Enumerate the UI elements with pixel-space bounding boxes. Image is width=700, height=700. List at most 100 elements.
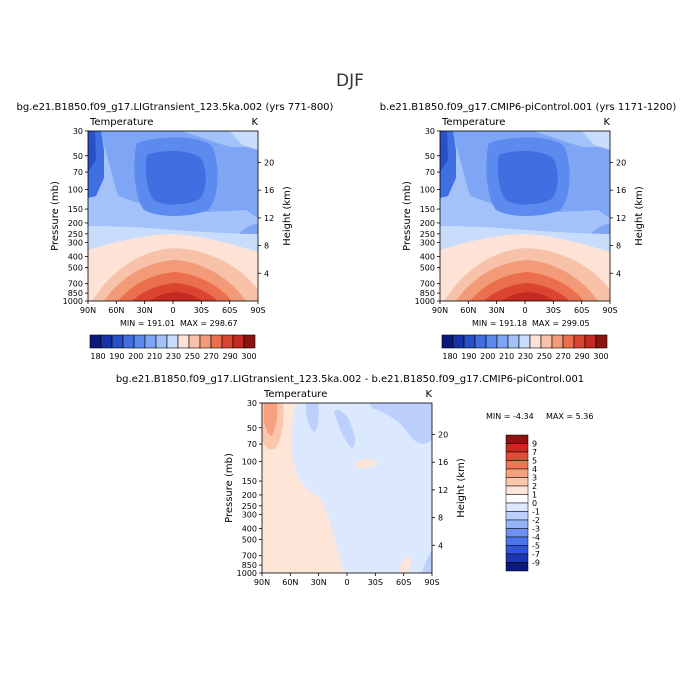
- panel-right-colorbar-label: 200: [480, 352, 495, 361]
- panel-right-xtick-label: 30N: [489, 306, 505, 315]
- panel-right-colorbar-label: 210: [499, 352, 514, 361]
- panel-diff-colorbar-swatch: [505, 553, 529, 563]
- panel-left-height-tick-label: 8: [264, 242, 269, 251]
- panel-left-xtick-label: 30N: [137, 306, 153, 315]
- panel-right-colorbar-swatch: [540, 334, 553, 349]
- panel-diff-ytick-label: 30: [247, 399, 257, 408]
- panel-diff-xtick-label: 90S: [424, 578, 439, 587]
- panel-right-xtick-label: 90N: [432, 306, 448, 315]
- panel-right-ylabel: Pressure (mb): [402, 181, 413, 251]
- panel-right-ytick-label: 1000: [415, 297, 435, 306]
- panel-left-colorbar-swatch: [122, 334, 135, 349]
- panel-left-field-plot: [88, 131, 258, 301]
- panel-right-height-tick-label: 12: [616, 214, 626, 223]
- panel-right-colorbar-swatch: [507, 334, 520, 349]
- panel-right-field: Temperature: [441, 117, 505, 128]
- panel-right-colorbar-label: 270: [556, 352, 571, 361]
- panel-diff-ytick-label: 250: [242, 502, 257, 511]
- panel-right-colorbar-swatch: [584, 334, 597, 349]
- panel-right-colorbar-swatch: [485, 334, 498, 349]
- panel-diff-colorbar-label: 4: [532, 465, 537, 474]
- panel-diff-ytick-label: 700: [242, 552, 257, 561]
- panel-left-ytick-label: 150: [68, 205, 83, 214]
- panel-left-ylabel-right: Height (km): [282, 186, 293, 246]
- panel-diff-ytick-label: 1000: [237, 569, 257, 578]
- panel-left-ytick-label: 700: [68, 280, 83, 289]
- panel-left-colorbar-swatch: [144, 334, 157, 349]
- panel-diff-ytick-label: 150: [242, 477, 257, 486]
- panel-diff-ytick-label: 100: [242, 457, 257, 466]
- panel-left-ytick-label: 400: [68, 253, 83, 262]
- panel-right-colorbar-label: 230: [518, 352, 533, 361]
- panel-right-colorbar-label: 300: [593, 352, 608, 361]
- panel-diff-colorbar-label: -1: [532, 508, 540, 517]
- panel-diff-colorbar-label: 3: [532, 474, 537, 483]
- panel-right-colorbar-label: 250: [537, 352, 552, 361]
- panel-diff-colorbar-label: -7: [532, 550, 540, 559]
- panel-diff-colorbar-swatch: [505, 451, 529, 461]
- panel-left-ytick-label: 1000: [63, 297, 83, 306]
- panel-diff-colorbar-label: 2: [532, 482, 537, 491]
- panel-diff-colorbar-swatch: [505, 502, 529, 512]
- panel-right-colorbar-swatch: [573, 334, 586, 349]
- panel-diff-xtick-label: 60S: [396, 578, 411, 587]
- panel-left-ytick-label: 250: [68, 230, 83, 239]
- panel-diff-ylabel: Pressure (mb): [224, 453, 235, 523]
- panel-left-colorbar-swatch: [166, 334, 179, 349]
- panel-diff-max: MAX = 5.36: [546, 412, 593, 421]
- panel-diff-colorbar-label: -2: [532, 516, 540, 525]
- panel-diff-colorbar-swatch: [505, 485, 529, 495]
- panel-right-ytick-label: 50: [425, 152, 435, 161]
- panel-right-colorbar-swatch: [441, 334, 454, 349]
- panel-right-xtick-label: 30S: [546, 306, 561, 315]
- panel-diff-colorbar-swatch: [505, 477, 529, 487]
- panel-diff-units: K: [425, 389, 432, 400]
- panel-right-xtick-label: 0: [522, 306, 527, 315]
- panel-right-ylabel-right: Height (km): [634, 186, 645, 246]
- panel-right-ytick-label: 700: [420, 280, 435, 289]
- panel-left-colorbar-label: 200: [128, 352, 143, 361]
- panel-right-colorbar-swatch: [518, 334, 531, 349]
- panel-diff: bg.e21.B1850.f09_g17.LIGtransient_123.5k…: [116, 374, 594, 587]
- panel-diff-ytick-label: 400: [242, 525, 257, 534]
- panel-right-height-tick-label: 8: [616, 242, 621, 251]
- panel-right-ytick-label: 100: [420, 185, 435, 194]
- panel-left-colorbar-swatch: [243, 334, 256, 349]
- panel-left-xtick-label: 0: [170, 306, 175, 315]
- panel-right-colorbar-swatch: [595, 334, 608, 349]
- panel-diff-ytick-label: 200: [242, 491, 257, 500]
- panel-right-colorbar-swatch: [463, 334, 476, 349]
- panel-diff-height-tick-label: 20: [438, 430, 448, 439]
- panel-left-ytick-label: 30: [73, 127, 83, 136]
- panel-right-height-tick-label: 4: [616, 269, 621, 278]
- panel-left-colorbar-label: 180: [90, 352, 105, 361]
- panel-diff-colorbar-swatch: [505, 434, 529, 444]
- panel-left-xtick-label: 60S: [222, 306, 237, 315]
- panel-left-colorbar-swatch: [188, 334, 201, 349]
- panel-diff-ytick-label: 50: [247, 424, 257, 433]
- panel-diff-xtick-label: 30N: [311, 578, 327, 587]
- panel-left-title: bg.e21.B1850.f09_g17.LIGtransient_123.5k…: [17, 102, 334, 113]
- panel-left-colorbar-swatch: [232, 334, 245, 349]
- panel-left-units: K: [251, 117, 258, 128]
- panel-diff-colorbar-swatch: [505, 443, 529, 453]
- panel-left: bg.e21.B1850.f09_g17.LIGtransient_123.5k…: [17, 102, 334, 361]
- panel-diff-colorbar-swatch: [505, 494, 529, 504]
- panel-diff-field-plot: [262, 403, 432, 573]
- panel-right-ytick-label: 300: [420, 239, 435, 248]
- panel-right-height-tick-label: 20: [616, 158, 626, 167]
- panel-diff-colorbar-label: 1: [532, 491, 537, 500]
- panel-right-colorbar-label: 180: [442, 352, 457, 361]
- panel-diff-colorbar-label: 9: [532, 440, 537, 449]
- panel-left-ytick-label: 850: [68, 289, 83, 298]
- panel-left-colorbar-swatch: [155, 334, 168, 349]
- panel-left-height-tick-label: 4: [264, 269, 269, 278]
- panel-diff-height-tick-label: 4: [438, 541, 443, 550]
- panel-diff-title: bg.e21.B1850.f09_g17.LIGtransient_123.5k…: [116, 374, 584, 385]
- panel-right-units: K: [603, 117, 610, 128]
- panel-left-ytick-label: 200: [68, 219, 83, 228]
- panel-right-ytick-label: 850: [420, 289, 435, 298]
- panel-left-ytick-label: 500: [68, 263, 83, 272]
- panel-right-colorbar-swatch: [551, 334, 564, 349]
